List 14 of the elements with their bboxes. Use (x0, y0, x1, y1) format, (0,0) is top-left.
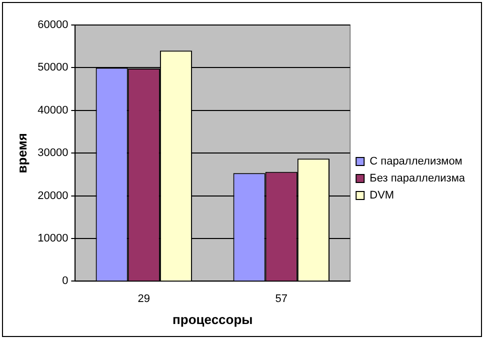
x-axis-title: процессоры (172, 312, 253, 327)
y-tick-label: 30000 (38, 147, 68, 160)
y-tick-label: 40000 (38, 104, 68, 116)
y-tick-label: 0 (62, 275, 68, 288)
legend-label: DVM (370, 190, 394, 202)
x-tick-label: 57 (275, 292, 288, 305)
y-axis-title: время (14, 133, 30, 174)
legend-label: С параллелизмом (370, 156, 462, 168)
y-tick-label: 20000 (38, 190, 68, 202)
legend-label: Без параллелизма (370, 172, 466, 185)
x-tick-label: 29 (138, 292, 150, 305)
y-tick-label: 50000 (38, 62, 68, 74)
y-tick-label: 10000 (38, 232, 68, 245)
y-tick-label: 60000 (38, 19, 68, 32)
